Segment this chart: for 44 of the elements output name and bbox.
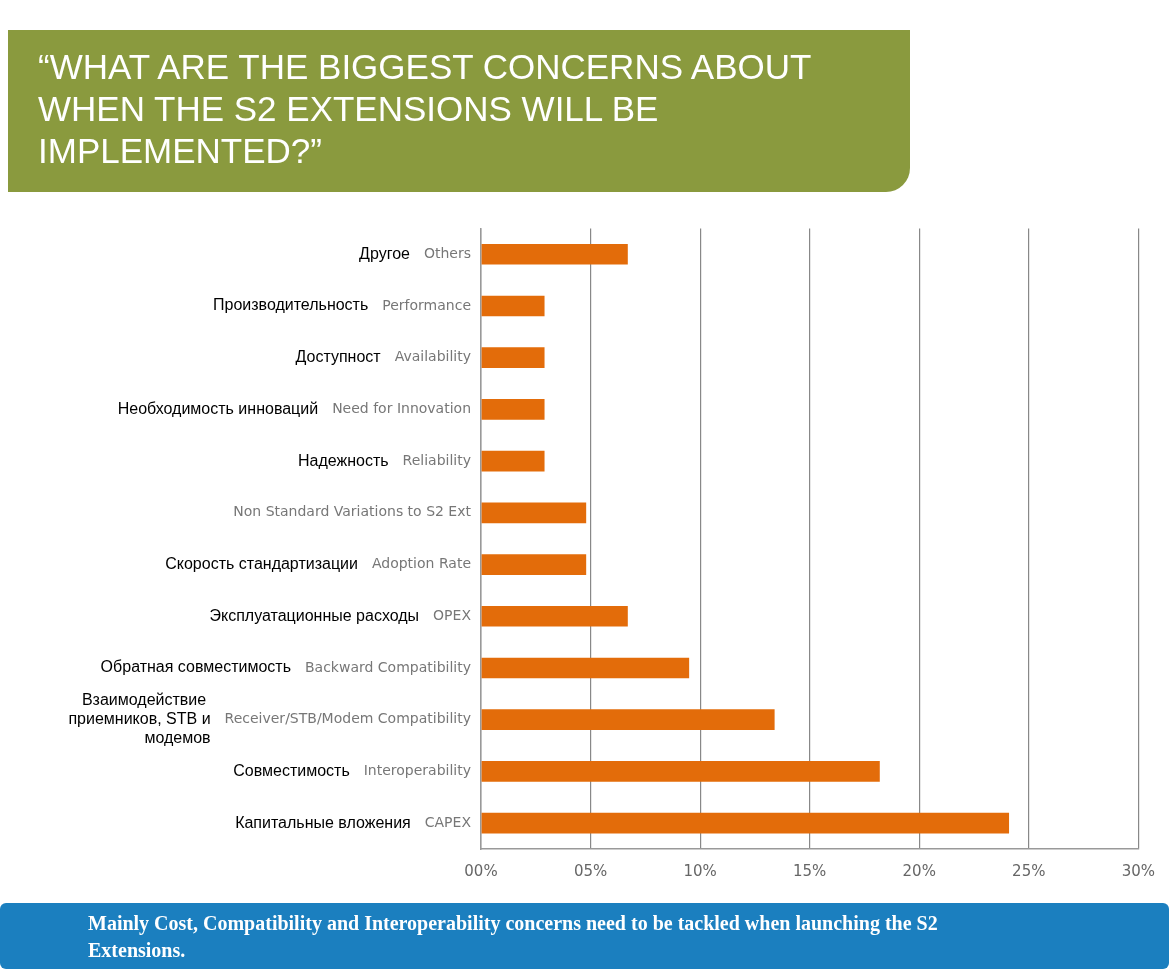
y-tick-label: Adoption Rate [371,555,471,572]
y-tick-label: Receiver/STB/Modem Compatibility [224,710,471,727]
text: Капитальные вложения [235,813,411,831]
chart-title: “WHAT ARE THE BIGGEST CONCERNS ABOUT WHEN THE S2 EXTENSIONS WILL BE IMPLEMENTED?” [38,46,812,172]
y-tick-label: CAPEX [424,813,472,830]
y-tick-label: Need for Innovation [332,400,471,417]
text: Взаимодействие приемников, STB и модемов [68,691,211,747]
text: Совместимость [233,761,350,779]
bar [481,450,545,472]
bar [481,709,775,731]
y-tick-label: Non Standard Variations to S2 Ext [233,503,472,520]
bar [481,243,628,265]
bar [481,605,628,627]
x-tick-label: 10% [683,861,717,880]
text: Обратная совместимость [100,658,291,676]
text: Mainly Cost, Compatibility and Interoperability concerns need to be tackled when launching the S2 Extensions. [88,911,939,963]
text: Скорость стандартизации [165,554,358,572]
text: Надежность [297,451,389,469]
text: Необходимость инноваций [117,399,319,417]
y-tick-label: Reliability [402,451,471,468]
y-tick-label: Interoperability [363,762,471,779]
bar [481,761,880,782]
bar [481,554,587,575]
x-tick-label: 05% [573,861,608,880]
bar [481,347,545,369]
y-tick-label: OPEX [433,606,472,623]
x-tick-label: 30% [1121,861,1155,880]
x-tick-label: 15% [792,861,827,880]
bar [481,295,545,317]
x-tick-label: 20% [902,861,936,880]
bar [481,657,690,679]
x-tick-label: 25% [1012,861,1046,880]
bar [481,399,545,420]
y-tick-label: Others [423,244,471,261]
x-tick-label: 00% [464,861,498,880]
bar [481,502,587,524]
y-tick-label: Availability [394,348,471,365]
text: Производительность [212,296,369,314]
bar [481,812,1010,834]
text: Эксплуатационные расходы [209,606,420,624]
y-tick-label: Performance [382,296,471,313]
text: Другое [359,244,411,262]
text: Доступност [295,348,382,366]
y-tick-label: Backward Compatibility [304,658,471,675]
